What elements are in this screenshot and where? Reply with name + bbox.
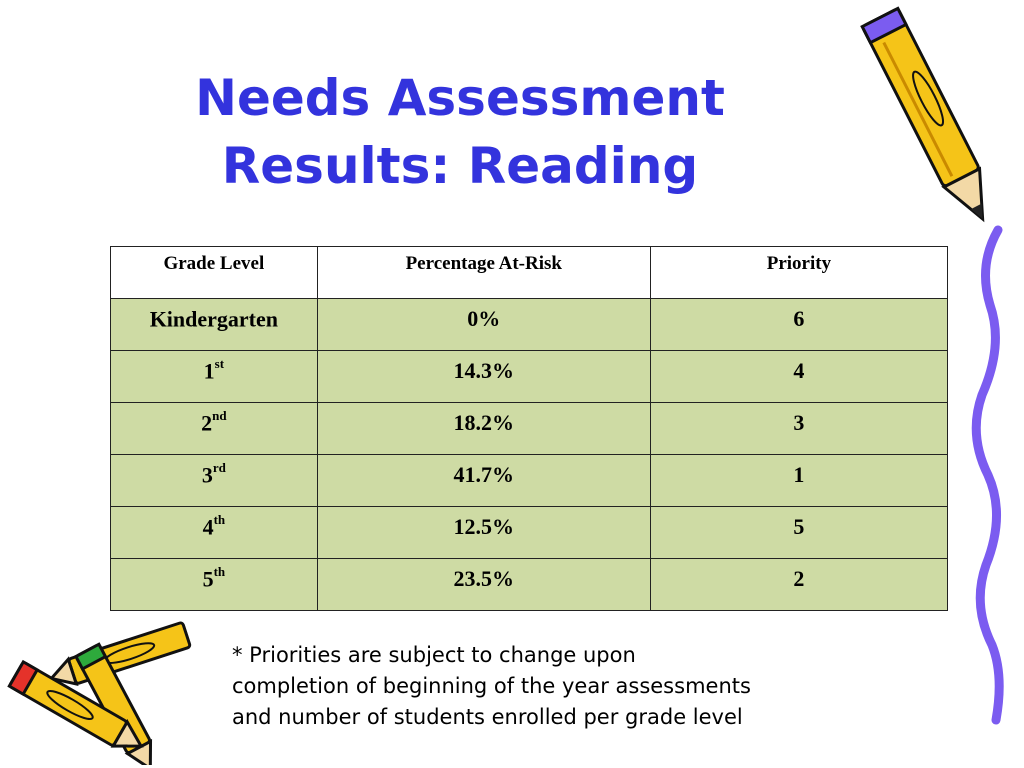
table-row: 3rd 41.7% 1 xyxy=(110,454,949,507)
grade-value: 1 xyxy=(203,358,215,384)
slide-title-line-1: Needs Assessment xyxy=(195,69,725,127)
header-percentage-at-risk: Percentage At-Risk xyxy=(316,246,651,299)
footnote-line-2: completion of beginning of the year asse… xyxy=(232,674,751,698)
percent-cell: 41.7% xyxy=(316,454,651,507)
table-row: 5th 23.5% 2 xyxy=(110,558,949,611)
priority-cell: 6 xyxy=(649,298,949,351)
percent-cell: 0% xyxy=(316,298,651,351)
table-row: 1st 14.3% 4 xyxy=(110,350,949,403)
table-row: 2nd 18.2% 3 xyxy=(110,402,949,455)
priority-cell: 3 xyxy=(649,402,949,455)
grade-value: 2 xyxy=(201,410,213,436)
header-grade-level: Grade Level xyxy=(110,246,318,299)
grade-cell: 1st xyxy=(110,350,318,403)
grade-suffix: th xyxy=(213,512,226,527)
grade-suffix: rd xyxy=(212,460,226,475)
results-table: Grade Level Percentage At-Risk Priority … xyxy=(110,246,949,611)
percent-cell: 14.3% xyxy=(316,350,651,403)
grade-suffix: nd xyxy=(212,408,227,423)
priority-cell: 5 xyxy=(649,506,949,559)
grade-cell: Kindergarten xyxy=(110,298,318,351)
table-row: Kindergarten 0% 6 xyxy=(110,298,949,351)
table-header-row: Grade Level Percentage At-Risk Priority xyxy=(110,246,949,299)
priority-cell: 1 xyxy=(649,454,949,507)
table-row: 4th 12.5% 5 xyxy=(110,506,949,559)
header-priority: Priority xyxy=(649,246,949,299)
footnote-line-3: and number of students enrolled per grad… xyxy=(232,705,743,729)
grade-value: 5 xyxy=(202,566,214,592)
footnote: * Priorities are subject to change upon … xyxy=(232,640,852,733)
footnote-line-1: * Priorities are subject to change upon xyxy=(232,643,636,667)
percent-cell: 12.5% xyxy=(316,506,651,559)
slide-title: Needs Assessment Results: Reading xyxy=(150,64,770,200)
slide-title-line-2: Results: Reading xyxy=(221,137,699,195)
grade-value: 4 xyxy=(202,514,214,540)
grade-value: 3 xyxy=(201,462,213,488)
percent-cell: 23.5% xyxy=(316,558,651,611)
grade-suffix: th xyxy=(213,564,226,579)
grade-cell: 5th xyxy=(110,558,318,611)
priority-cell: 2 xyxy=(649,558,949,611)
grade-value: Kindergarten xyxy=(149,306,279,332)
percent-cell: 18.2% xyxy=(316,402,651,455)
pencil-icon xyxy=(860,6,985,223)
grade-cell: 2nd xyxy=(110,402,318,455)
grade-suffix: st xyxy=(214,356,225,371)
squiggle-line-icon xyxy=(971,225,1004,725)
grade-cell: 4th xyxy=(110,506,318,559)
pencil-icon xyxy=(7,659,144,748)
priority-cell: 4 xyxy=(649,350,949,403)
grade-cell: 3rd xyxy=(110,454,318,507)
